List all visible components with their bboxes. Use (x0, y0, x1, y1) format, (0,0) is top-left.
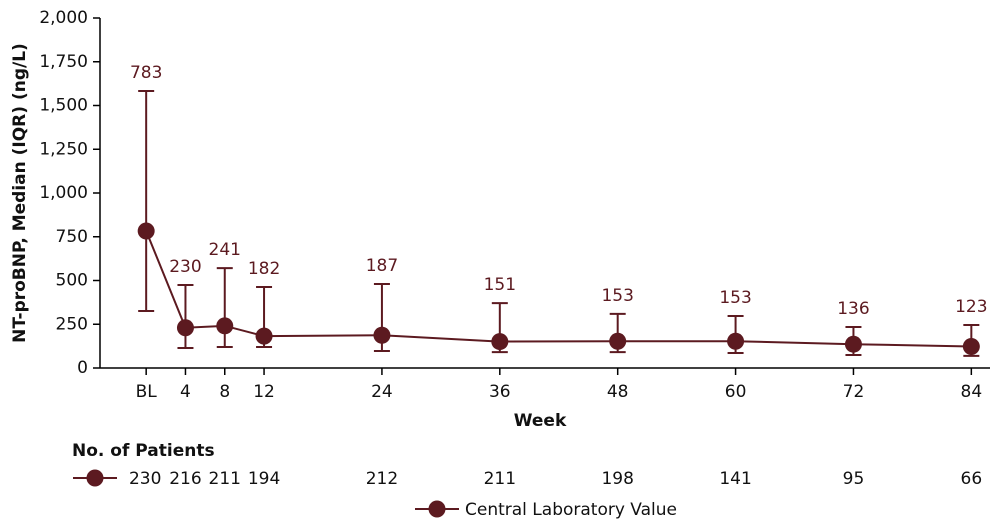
marker (176, 319, 194, 337)
marker (216, 317, 234, 335)
patients-count: 141 (719, 469, 751, 489)
y-tick-label: 1,250 (39, 139, 88, 159)
y-tick-label: 0 (77, 358, 88, 378)
y-tick-label: 1,500 (39, 96, 88, 116)
marker (491, 333, 509, 351)
marker (727, 332, 745, 350)
value-label: 151 (484, 275, 516, 295)
value-label: 783 (130, 63, 162, 83)
patients-count: 230 (129, 469, 161, 489)
marker (844, 335, 862, 353)
x-tick-label: BL (136, 382, 158, 402)
marker (137, 222, 155, 240)
x-tick-label: 84 (961, 382, 983, 402)
patients-key-marker (86, 469, 104, 487)
y-tick-label: 750 (56, 227, 88, 247)
x-tick-label: 8 (219, 382, 230, 402)
x-tick-label: 4 (180, 382, 191, 402)
y-axis-label: NT-proBNP, Median (IQR) (ng/L) (10, 43, 30, 343)
patients-count: 212 (366, 469, 398, 489)
patients-count: 66 (961, 469, 983, 489)
series-line (145, 230, 972, 348)
x-tick-label: 60 (725, 382, 747, 402)
y-tick-label: 2,000 (39, 8, 88, 28)
patients-count: 216 (169, 469, 201, 489)
value-label: 230 (169, 257, 201, 277)
marker (373, 326, 391, 344)
patients-count: 198 (601, 469, 633, 489)
patients-count: 211 (484, 469, 516, 489)
x-tick-label: 12 (253, 382, 275, 402)
patients-count: 95 (843, 469, 865, 489)
value-label: 136 (837, 299, 869, 319)
x-tick-label: 72 (843, 382, 865, 402)
patients-count: 194 (248, 469, 280, 489)
y-tick-label: 500 (56, 271, 88, 291)
value-label: 187 (366, 256, 398, 276)
marker (255, 327, 273, 345)
legend-marker (428, 500, 446, 518)
marker (962, 337, 980, 355)
patients-title: No. of Patients (72, 441, 215, 461)
x-tick-label: 24 (371, 382, 393, 402)
marker (609, 332, 627, 350)
value-label: 241 (209, 240, 241, 260)
value-label: 182 (248, 259, 280, 279)
x-axis-label: Week (514, 411, 567, 431)
patients-count: 211 (209, 469, 241, 489)
y-tick-label: 1,750 (39, 52, 88, 72)
value-label: 153 (719, 288, 751, 308)
x-tick-label: 36 (489, 382, 511, 402)
legend-label: Central Laboratory Value (465, 500, 677, 520)
value-label: 123 (955, 297, 987, 317)
value-label: 153 (601, 286, 633, 306)
x-tick-label: 48 (607, 382, 629, 402)
y-tick-label: 1,000 (39, 183, 88, 203)
y-tick-label: 250 (56, 314, 88, 334)
